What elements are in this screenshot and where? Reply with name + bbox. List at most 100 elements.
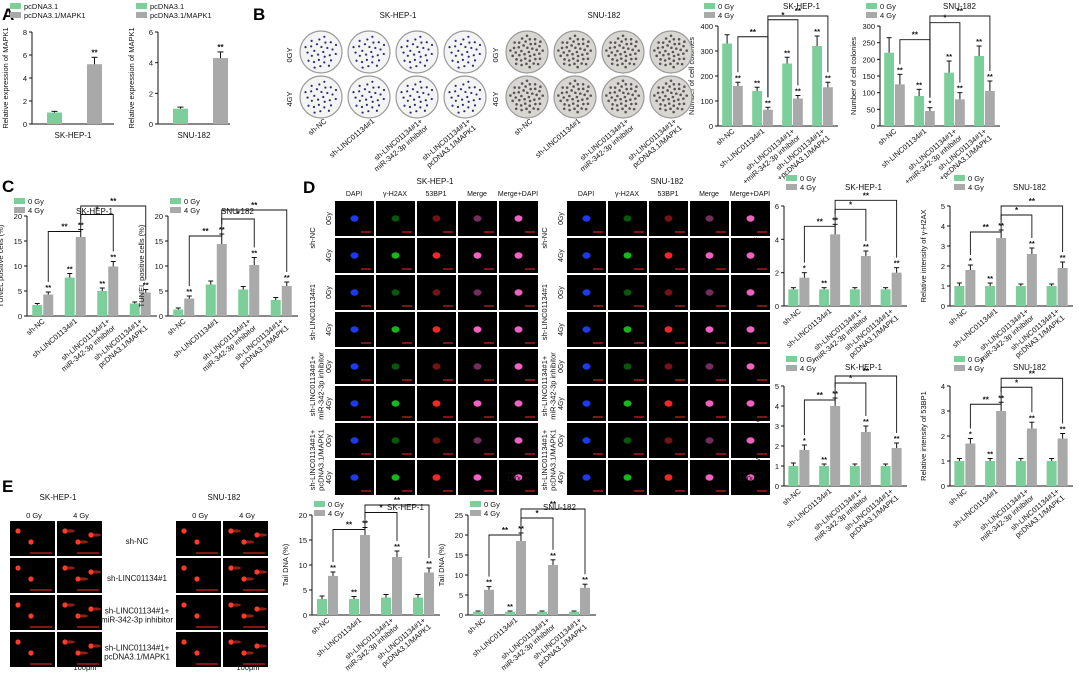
colony-dot [371, 35, 374, 38]
bar [270, 300, 281, 316]
colony-dot [609, 86, 612, 89]
label-line: sh-LINC01134#1 [308, 284, 317, 340]
if-header: SK-HEP-1 [417, 177, 454, 186]
y-tick-label: 15 [155, 237, 163, 246]
colony-dot [541, 49, 545, 52]
colony-dot [574, 91, 577, 95]
bar [1046, 286, 1057, 306]
comet-tile [176, 521, 221, 556]
colony-dot [568, 94, 571, 98]
colony-col-label: sh-NC [512, 116, 535, 137]
colony-dot [323, 100, 326, 103]
colony-dot [419, 61, 422, 64]
bar [505, 611, 515, 615]
colony-dot [364, 98, 368, 101]
culture-plate [553, 30, 597, 74]
colony-dot [514, 51, 518, 54]
colony-dot [624, 99, 628, 103]
bar [424, 572, 434, 615]
significance-bracket [969, 392, 1002, 429]
colony-dot [518, 53, 521, 57]
cell-nucleus [350, 363, 359, 370]
chart-c2: 0 5 10 15 20 TUNEL positive cells (%) 0 Gy4 Gy… [137, 197, 298, 373]
cell-nucleus [705, 474, 714, 481]
colony-dot [324, 41, 327, 44]
y-axis-label: Number of cell colonies [849, 37, 858, 115]
colony-dot [525, 62, 528, 66]
colony-dot [613, 90, 617, 94]
colony-dot [358, 84, 361, 87]
significance-mark: ** [550, 551, 556, 560]
cell-nucleus [350, 289, 359, 296]
colony-dot [471, 109, 475, 112]
y-tick-label: 4 [941, 222, 945, 231]
cell-nucleus [746, 474, 755, 481]
colony-dot [459, 43, 463, 46]
colony-dot [618, 44, 621, 47]
comet-tail [78, 540, 88, 544]
y-tick-label: 50 [867, 105, 875, 114]
colony-dot [635, 40, 638, 44]
label-line: miR-342-3p inhibitor [101, 616, 173, 625]
bar [849, 289, 860, 306]
colony-dot [450, 96, 453, 99]
significance-bracket [332, 517, 366, 562]
colony-dot [579, 47, 582, 50]
bar [140, 292, 151, 316]
colony-dot [310, 90, 313, 93]
if-row-label: 4Gy [326, 397, 333, 410]
legend-swatch [954, 184, 965, 190]
comet-tile [57, 521, 102, 556]
colony-dot [415, 110, 418, 113]
colony-dot [614, 53, 617, 57]
y-tick-label: 10 [14, 262, 22, 271]
if-group-label: sh-LINC01134#1 [308, 284, 317, 340]
colony-dot [451, 59, 454, 62]
significance-mark: ** [507, 602, 513, 611]
colony-dot [372, 41, 375, 44]
colony-dot [605, 49, 608, 52]
colony-dot [523, 57, 527, 60]
comet-tile [57, 595, 102, 630]
y-tick-label: 0 [775, 302, 779, 311]
colony-row-label: 0GY [491, 47, 500, 62]
colony-dot [420, 41, 423, 44]
colony-dot [682, 97, 685, 100]
y-tick-label: 2 [775, 442, 779, 451]
colony-dot [656, 91, 660, 95]
chart-title: SK-HEP-1 [387, 503, 424, 512]
legend-swatch [14, 207, 25, 213]
bracket-mark: * [781, 11, 785, 20]
significance-mark: ** [394, 542, 400, 551]
chart-title: SK-HEP-1 [783, 2, 820, 11]
colony-dot [478, 43, 482, 47]
cell-nucleus [514, 400, 523, 407]
cell-nucleus [391, 326, 400, 333]
colony-dot [634, 102, 638, 106]
colony-dot [523, 102, 527, 105]
bar [108, 266, 119, 316]
colony-dot [616, 63, 619, 67]
colony-dot [310, 39, 313, 42]
comet-tail [231, 640, 241, 644]
y-tick-label: 0 [941, 482, 945, 491]
legend-swatch [470, 510, 481, 516]
colony-dot [572, 85, 575, 88]
comet-col-label: 4 Gy [73, 511, 89, 520]
bar [752, 91, 762, 126]
colony-dot [454, 84, 457, 87]
comet-head [181, 602, 187, 608]
bracket-mark: ** [912, 31, 919, 40]
if-tile [649, 423, 688, 458]
colony-dot [528, 65, 531, 69]
colony-dot [310, 84, 313, 87]
colony-dot [419, 55, 422, 58]
label-line: sh-LINC01134#1+ [308, 429, 317, 490]
significance-mark: ** [486, 578, 492, 587]
colony-dot [570, 89, 573, 92]
colony-dot [589, 94, 593, 97]
colony-dot [409, 49, 412, 52]
colony-dot [315, 43, 319, 46]
bar [569, 611, 579, 615]
x-category-label: SK-HEP-1 [55, 131, 92, 140]
